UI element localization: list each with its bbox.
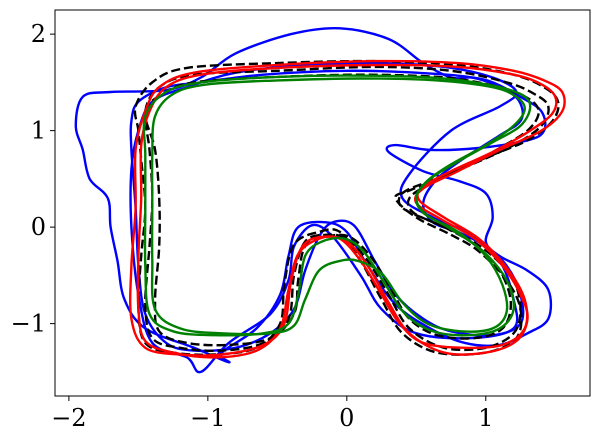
y-tick-label: 0 [31, 213, 46, 241]
x-tick-label: 1 [478, 404, 493, 432]
series-curve-10 [150, 77, 526, 336]
y-tick-label: 1 [31, 117, 46, 145]
x-tick-label: −2 [51, 404, 86, 432]
series-curve-5 [133, 59, 560, 357]
axes: −2 −1 0 1 −1 0 1 2 [11, 20, 494, 432]
series-curve-9 [142, 74, 532, 337]
x-tick-label: 0 [339, 404, 354, 432]
plot-frame [54, 9, 591, 397]
x-tick-label: −1 [190, 404, 225, 432]
series-curve-1 [129, 61, 519, 374]
plot-area [74, 26, 566, 374]
series-curve-7 [129, 59, 566, 357]
y-tick-label: 2 [31, 20, 46, 48]
series-curve-8 [136, 63, 558, 359]
series-curve-4 [143, 65, 550, 352]
y-tick-label: −1 [11, 310, 46, 338]
series-curve-3 [129, 69, 525, 353]
